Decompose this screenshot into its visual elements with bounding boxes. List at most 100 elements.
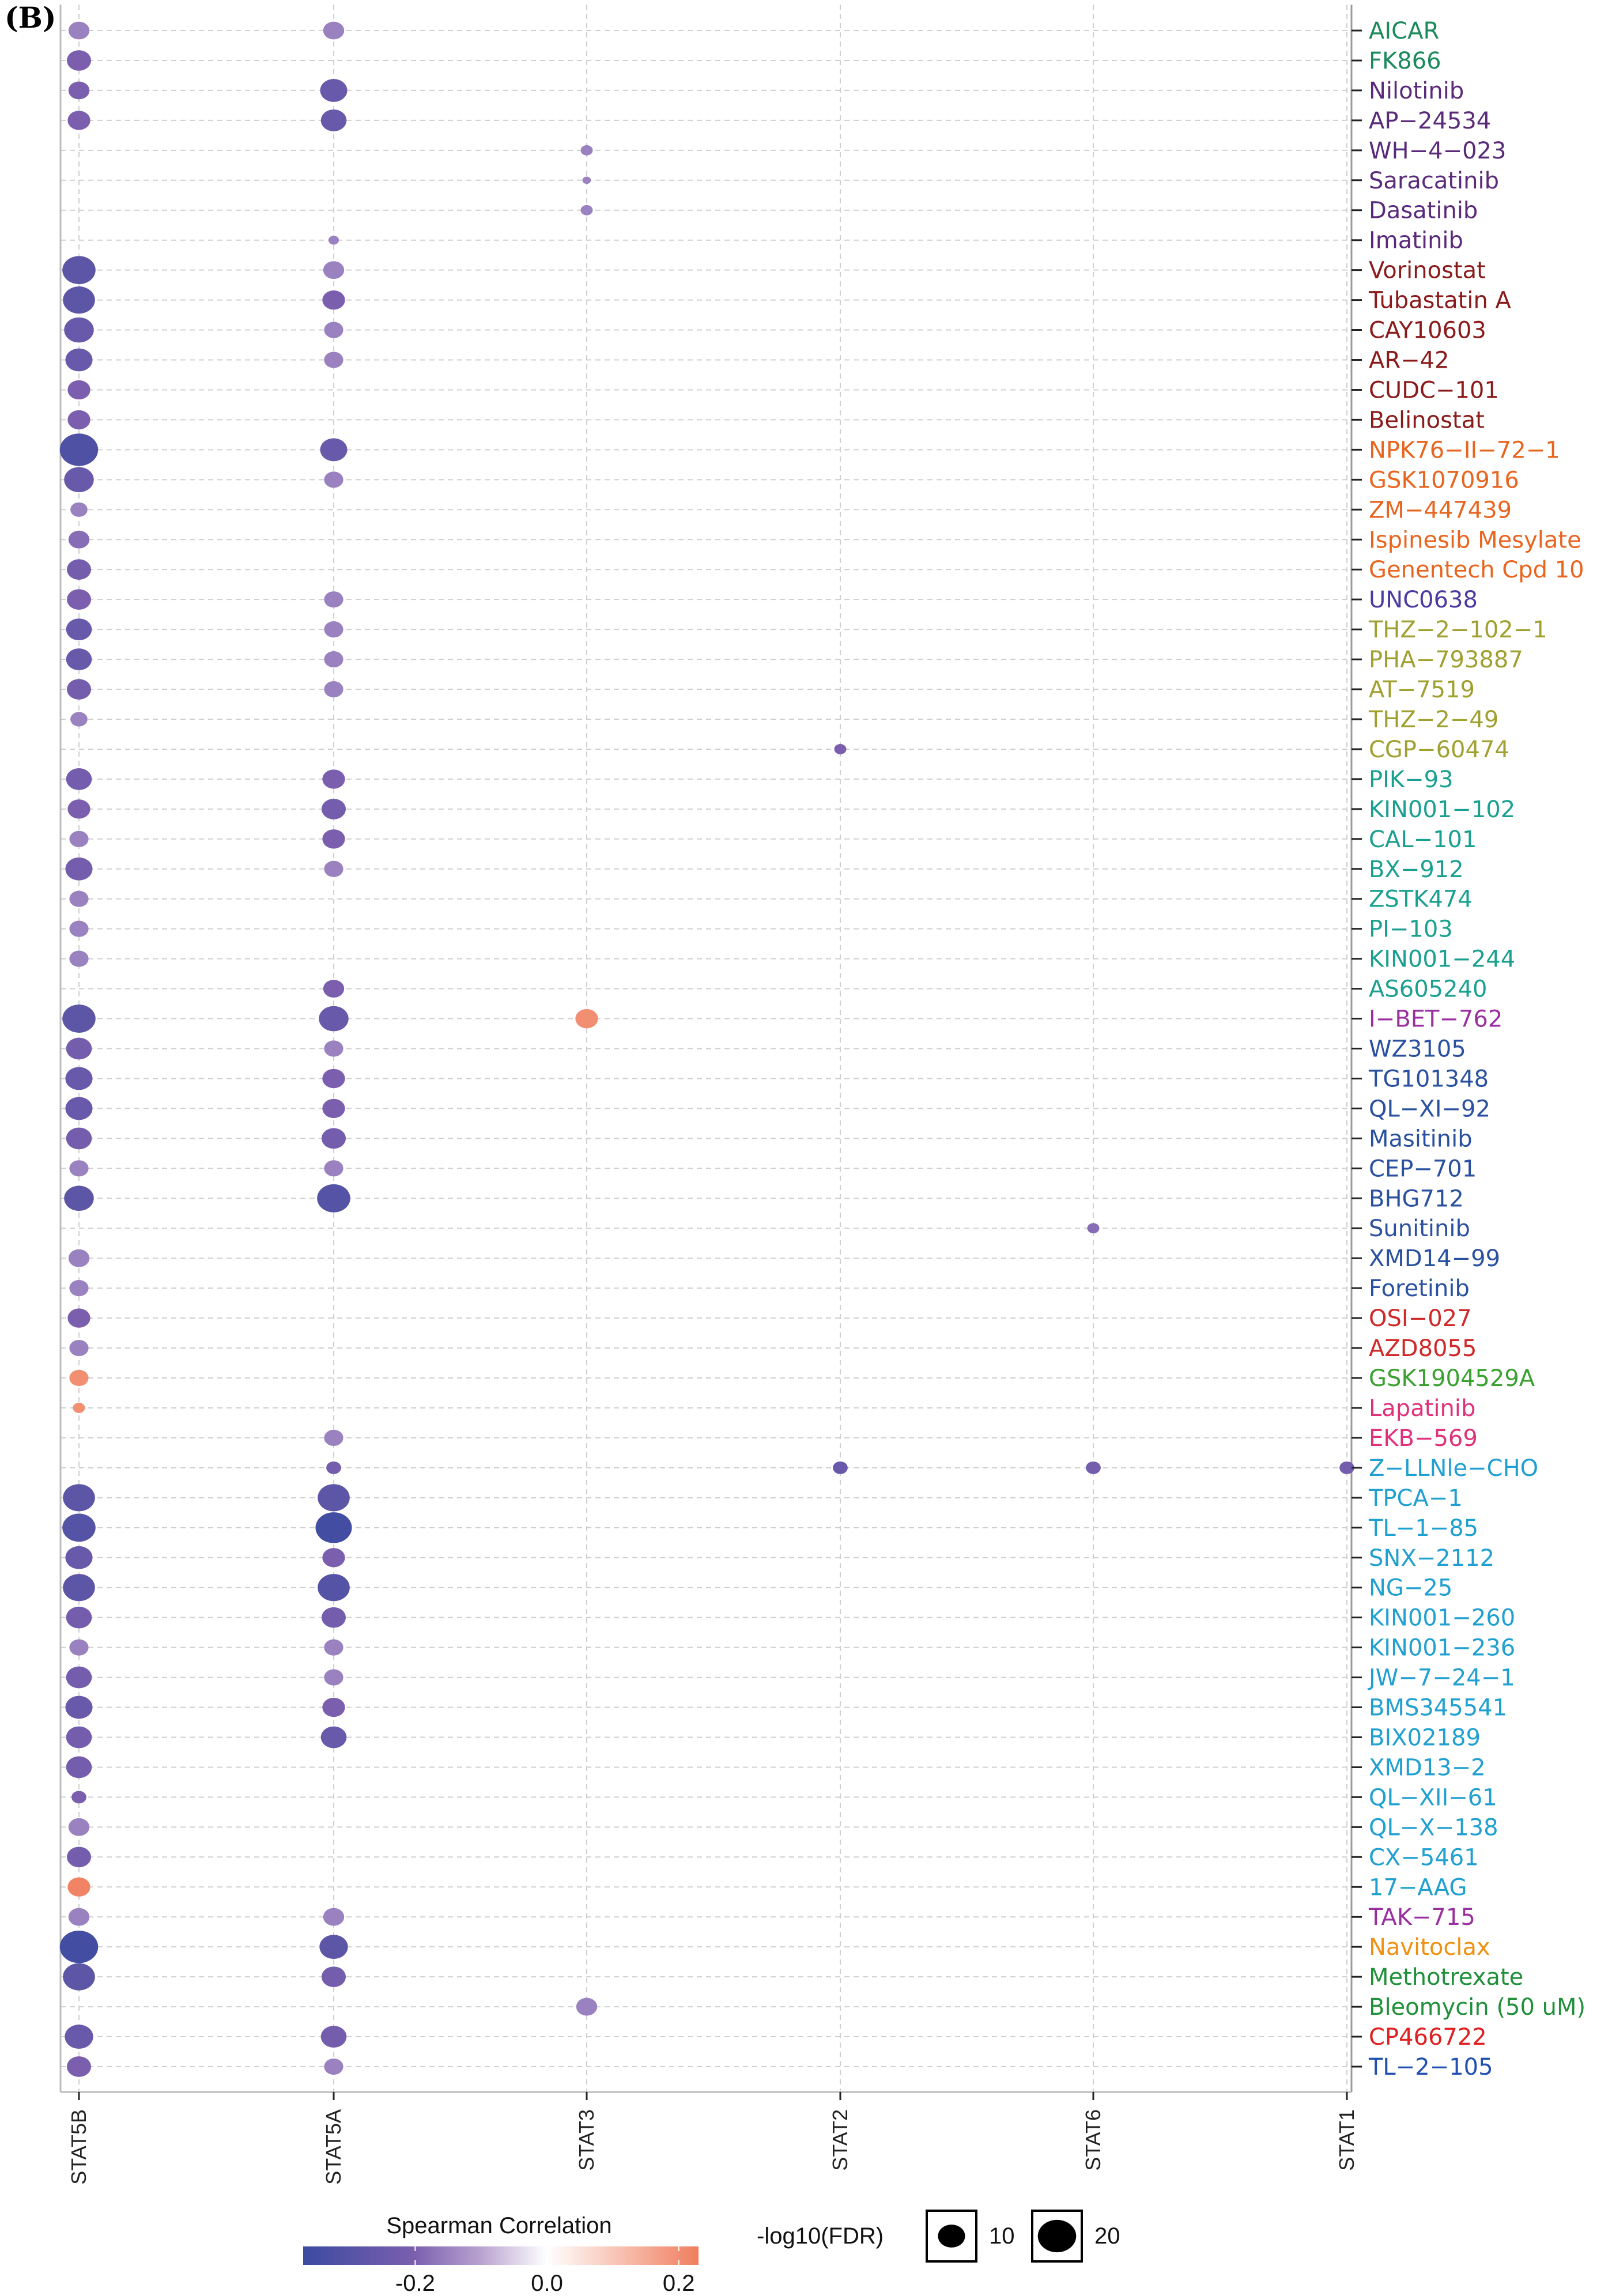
bubble-stat5a: [324, 621, 343, 638]
drug-label: UNC0638: [1369, 587, 1478, 613]
bubble-stat5a: [323, 21, 345, 40]
bubble-stat5a: [323, 1908, 345, 1926]
bubble-stat5b: [66, 2056, 92, 2077]
size-legend: -log10(FDR) 10 20: [757, 2210, 1120, 2263]
drug-label: AR−42: [1369, 348, 1449, 374]
bubble-stat5b: [62, 256, 96, 285]
drug-label: PI−103: [1369, 916, 1453, 943]
drug-label: AICAR: [1369, 18, 1439, 44]
bubble-stat5b: [68, 81, 90, 100]
bubble-stat5b: [69, 830, 89, 847]
drug-label: Masitinib: [1369, 1126, 1473, 1152]
size-legend-key-label: 20: [1094, 2223, 1120, 2249]
drug-label: Lapatinib: [1369, 1395, 1475, 1422]
drug-label: AP−24534: [1369, 108, 1491, 134]
bubble-stat5a: [319, 1006, 349, 1032]
bubble-stat5b: [67, 410, 90, 430]
bubble-stat5a: [324, 471, 343, 488]
drug-label: ZSTK474: [1369, 886, 1473, 913]
drug-label: NPK76−II−72−1: [1369, 437, 1560, 463]
bubble-stat5b: [65, 1546, 93, 1569]
bubble-stat5a: [324, 1040, 343, 1057]
drug-label: AZD8055: [1369, 1335, 1477, 1362]
bubble-stat5a: [323, 261, 345, 280]
bubble-stat3: [575, 1009, 598, 1029]
bubble-stat2: [834, 744, 847, 754]
bubble-stat5a: [321, 799, 346, 820]
bubble-stat5a: [322, 290, 345, 310]
bubble-stat5a: [319, 1935, 348, 1959]
x-label-stat5a: STAT5A: [322, 2109, 345, 2185]
bubble-stat5b: [65, 2025, 93, 2049]
bubble-stat5a: [320, 2026, 347, 2048]
drug-label: TG101348: [1368, 1066, 1489, 1092]
drug-label: KIN001−102: [1369, 796, 1515, 823]
bubble-stat5a: [324, 681, 343, 698]
x-label-stat5b: STAT5B: [67, 2109, 90, 2185]
drug-label: Nilotinib: [1369, 78, 1464, 104]
drug-label: Z−LLNle−CHO: [1369, 1455, 1538, 1482]
bubble-stat5b: [69, 950, 89, 967]
drug-label: GSK1904529A: [1369, 1365, 1535, 1392]
bubble-stat5b: [68, 530, 90, 549]
bubble-stat5b: [68, 1908, 90, 1926]
bubble-stat5b: [66, 679, 92, 700]
drug-label: CAY10603: [1369, 318, 1486, 344]
drug-label: CGP−60474: [1369, 737, 1509, 763]
drug-label: QL−XII−61: [1369, 1784, 1497, 1811]
bubble-stat5b: [69, 1280, 89, 1297]
bubble-stat5b: [63, 1484, 95, 1512]
bubble-stat5b: [66, 1756, 92, 1778]
bubble-stat5b: [67, 111, 90, 130]
drug-label: CAL−101: [1369, 826, 1477, 853]
bubble-stat5b: [63, 286, 95, 314]
bubble-stat5b: [68, 21, 90, 40]
drug-label: Bleomycin (50 uM): [1369, 1994, 1585, 2021]
bubble-stat5b: [69, 1639, 89, 1656]
x-label-stat1: STAT1: [1335, 2109, 1358, 2171]
gridlines: [61, 5, 1351, 2092]
drug-label: Foretinib: [1369, 1275, 1470, 1302]
bubble-stat5a: [326, 1461, 341, 1474]
bubble-stat5a: [320, 109, 347, 131]
drug-label: BX−912: [1369, 856, 1464, 883]
drug-label: Navitoclax: [1369, 1934, 1490, 1961]
panel-label: (B): [5, 1, 56, 35]
bubble-stat5a: [322, 1697, 345, 1717]
drug-label: Imatinib: [1369, 228, 1463, 254]
x-label-stat2: STAT2: [828, 2109, 852, 2171]
bubble-stat5a: [324, 1639, 343, 1656]
bubble-stat5a: [324, 322, 343, 338]
drug-label: Genentech Cpd 10: [1369, 557, 1584, 583]
drug-label: SNX−2112: [1369, 1545, 1494, 1572]
bubble-stat5a: [320, 1726, 347, 1749]
color-bar: [303, 2246, 699, 2265]
bubble-stat5a: [324, 352, 343, 368]
bubble-stat5b: [65, 1097, 93, 1120]
drug-label: BHG712: [1369, 1185, 1464, 1212]
bubble-stat5b: [63, 1574, 95, 1602]
drug-label: Saracatinib: [1369, 168, 1499, 194]
color-legend-tick-label: 0.2: [663, 2271, 695, 2296]
bubble-stat5a: [320, 78, 348, 102]
bubble-stat3: [576, 1997, 598, 2016]
drug-label: WZ3105: [1369, 1036, 1466, 1063]
bubble-stat5b: [66, 50, 92, 71]
drug-label: XMD13−2: [1369, 1754, 1486, 1781]
bubble-stat5b: [62, 1004, 96, 1033]
drug-label: PIK−93: [1369, 766, 1454, 793]
bubble-stat5b: [59, 1931, 99, 1963]
bubble-stat5b: [70, 502, 88, 517]
bubble-stat5a: [323, 980, 345, 998]
bubble-stat5b: [66, 768, 92, 790]
bubble-stat5b: [66, 618, 92, 641]
bubble-stat5b: [69, 920, 89, 937]
bubble-stat5b: [66, 1846, 92, 1868]
bubble-stat5b: [66, 648, 92, 670]
drug-label: GSK1070916: [1369, 467, 1519, 493]
bubble-stat5b: [69, 890, 89, 907]
drug-label: THZ−2−49: [1368, 707, 1498, 733]
bubble-stat5a: [320, 438, 348, 462]
drug-label: BIX02189: [1369, 1724, 1481, 1751]
drug-label: CUDC−101: [1369, 377, 1499, 403]
